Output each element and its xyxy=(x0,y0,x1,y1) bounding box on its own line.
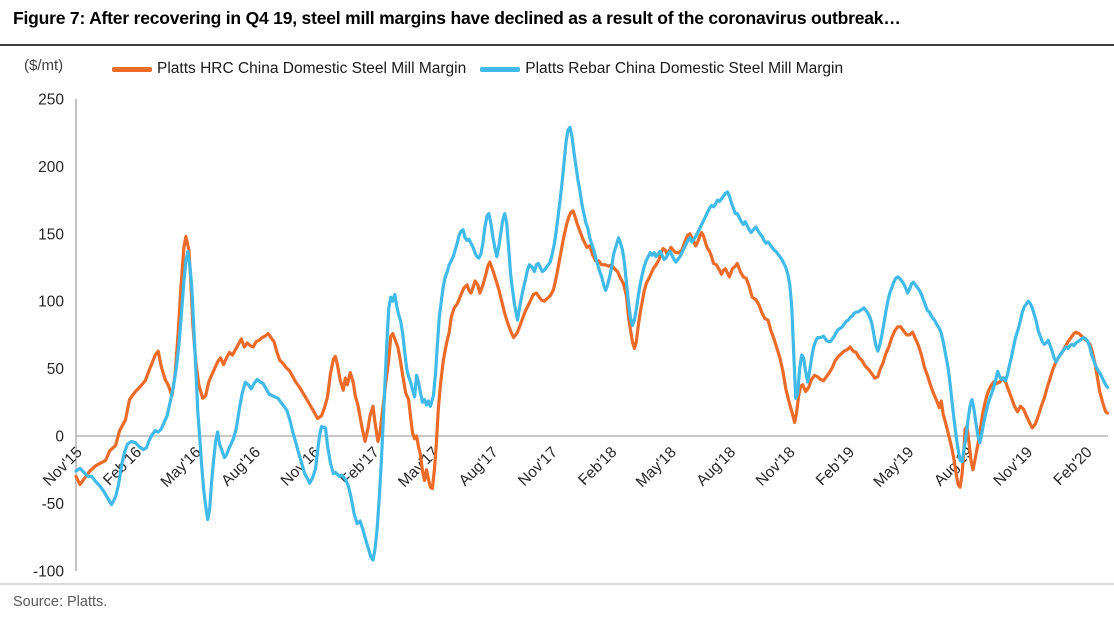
figure-title: Figure 7: After recovering in Q4 19, ste… xyxy=(13,8,901,28)
rebar-margin-line xyxy=(74,125,1110,562)
y-axis-units-label: ($/mt) xyxy=(24,57,64,74)
y-tick-label: -50 xyxy=(42,496,65,513)
x-tick-label: Aug'16 xyxy=(218,444,264,490)
legend-label-rebar: Platts Rebar China Domestic Steel Mill M… xyxy=(525,60,844,77)
hrc-margin-line xyxy=(74,209,1110,491)
legend-item-rebar: Platts Rebar China Domestic Steel Mill M… xyxy=(480,60,843,78)
x-tick-label: Aug'18 xyxy=(693,444,739,490)
legend-item-hrc: Platts HRC China Domestic Steel Mill Mar… xyxy=(112,60,466,78)
legend-label-hrc: Platts HRC China Domestic Steel Mill Mar… xyxy=(157,60,467,77)
x-tick-label: Aug'17 xyxy=(456,444,502,490)
x-tick-label: Nov'18 xyxy=(753,444,799,490)
x-tick-label: Feb'18 xyxy=(575,444,620,489)
x-tick-label: Nov'17 xyxy=(515,444,561,490)
x-tick-label: Feb'17 xyxy=(338,444,383,489)
y-tick-label: -100 xyxy=(33,563,64,580)
hrc-line-swatch-icon xyxy=(112,66,152,72)
x-tick-label: Nov'19 xyxy=(990,444,1036,490)
source-note: Source: Platts. xyxy=(13,594,108,610)
x-tick-label: Feb'19 xyxy=(813,444,858,489)
y-tick-label: 0 xyxy=(55,429,64,446)
chart-legend: Platts HRC China Domestic Steel Mill Mar… xyxy=(112,60,843,78)
x-tick-label: May'18 xyxy=(633,444,680,491)
y-tick-label: 200 xyxy=(38,159,64,176)
x-tick-label: Feb'20 xyxy=(1050,444,1095,489)
y-tick-label: 50 xyxy=(47,361,65,378)
rebar-line-swatch-icon xyxy=(480,66,521,72)
x-tick-label: May'19 xyxy=(870,444,917,491)
title-divider-rule xyxy=(0,44,1114,46)
y-tick-label: 150 xyxy=(38,226,64,243)
footer-divider-rule xyxy=(0,583,1114,585)
y-tick-label: 100 xyxy=(38,294,64,311)
y-tick-label: 250 xyxy=(38,92,64,109)
x-tick-label: May'16 xyxy=(158,444,205,491)
